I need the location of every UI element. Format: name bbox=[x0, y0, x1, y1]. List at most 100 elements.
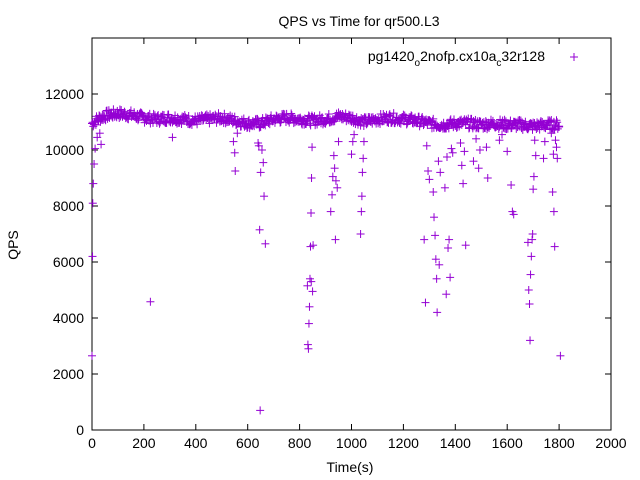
x-tick-label: 200 bbox=[132, 435, 156, 451]
data-point bbox=[260, 192, 269, 201]
data-point bbox=[305, 302, 314, 311]
data-point bbox=[93, 133, 102, 142]
data-point bbox=[229, 137, 238, 146]
data-point bbox=[556, 351, 565, 360]
x-tick-label: 1200 bbox=[388, 435, 419, 451]
data-point bbox=[552, 116, 561, 125]
data-point bbox=[524, 286, 533, 294]
data-point bbox=[472, 134, 481, 143]
data-point bbox=[448, 148, 457, 157]
data-point bbox=[507, 181, 516, 189]
data-point bbox=[383, 117, 392, 126]
x-tick-label: 800 bbox=[288, 435, 312, 451]
data-point bbox=[308, 287, 317, 296]
y-tick-label: 8000 bbox=[53, 198, 84, 214]
data-point bbox=[447, 144, 456, 153]
data-point bbox=[547, 129, 556, 138]
data-point bbox=[436, 168, 445, 177]
x-tick-label: 2000 bbox=[595, 435, 626, 451]
data-point bbox=[429, 114, 438, 123]
data-point bbox=[440, 183, 449, 192]
data-point bbox=[230, 112, 239, 121]
data-point bbox=[528, 235, 537, 244]
data-point bbox=[500, 115, 509, 124]
data-point bbox=[288, 113, 297, 122]
data-point bbox=[425, 175, 434, 184]
data-point bbox=[389, 109, 398, 118]
data-point bbox=[442, 290, 451, 299]
data-point bbox=[504, 120, 513, 129]
data-point bbox=[230, 148, 239, 157]
data-point bbox=[433, 308, 442, 317]
data-point bbox=[523, 125, 532, 134]
data-point bbox=[525, 300, 534, 308]
data-point bbox=[472, 123, 481, 132]
data-point bbox=[330, 164, 339, 173]
y-tick-label: 12000 bbox=[45, 86, 84, 102]
data-point bbox=[432, 274, 441, 283]
data-point bbox=[331, 235, 340, 244]
data-point bbox=[308, 143, 317, 152]
data-point bbox=[91, 144, 100, 153]
data-point bbox=[529, 172, 538, 181]
data-point bbox=[357, 192, 366, 201]
data-point bbox=[374, 119, 383, 128]
data-point bbox=[256, 168, 265, 177]
data-point bbox=[512, 124, 521, 133]
data-point bbox=[356, 230, 365, 238]
data-point bbox=[304, 344, 313, 353]
data-point bbox=[220, 109, 229, 118]
data-point bbox=[535, 125, 544, 134]
data-point bbox=[324, 110, 333, 119]
data-point bbox=[461, 241, 470, 250]
data-point bbox=[530, 136, 539, 145]
data-point bbox=[555, 122, 564, 131]
data-point bbox=[134, 114, 143, 123]
data-point bbox=[126, 106, 135, 115]
legend-label-tail: 32r128 bbox=[501, 48, 545, 64]
legend-marker bbox=[570, 53, 578, 61]
data-point bbox=[88, 199, 97, 208]
data-point bbox=[510, 117, 519, 126]
chart-title: QPS vs Time for qr500.L3 bbox=[278, 13, 439, 29]
data-point bbox=[527, 252, 536, 261]
data-point bbox=[444, 244, 453, 252]
data-point bbox=[307, 277, 316, 286]
y-axis-label: QPS bbox=[5, 230, 21, 260]
x-tick-label: 400 bbox=[184, 435, 208, 451]
data-point bbox=[320, 119, 329, 128]
data-point bbox=[503, 147, 512, 156]
data-point bbox=[97, 140, 106, 149]
data-point bbox=[358, 168, 367, 177]
data-point bbox=[261, 239, 270, 248]
data-point bbox=[321, 119, 330, 128]
data-point bbox=[302, 117, 311, 126]
data-point bbox=[430, 213, 439, 222]
data-point bbox=[303, 281, 312, 290]
data-point bbox=[431, 231, 440, 240]
data-point bbox=[385, 110, 394, 119]
data-point bbox=[95, 129, 104, 138]
x-tick-label: 0 bbox=[88, 435, 96, 451]
data-point bbox=[379, 117, 388, 126]
data-point bbox=[328, 172, 337, 181]
data-point bbox=[137, 108, 146, 117]
data-point bbox=[90, 160, 99, 168]
data-point bbox=[193, 120, 202, 129]
data-point bbox=[503, 124, 512, 133]
data-point bbox=[459, 179, 468, 188]
data-point bbox=[506, 116, 515, 125]
data-point bbox=[89, 179, 98, 188]
data-point bbox=[528, 230, 537, 238]
data-point bbox=[526, 270, 535, 279]
data-point bbox=[307, 174, 316, 182]
data-point bbox=[341, 109, 350, 118]
data-point bbox=[259, 120, 268, 129]
data-point bbox=[304, 319, 313, 328]
data-point bbox=[231, 167, 240, 175]
data-point bbox=[422, 141, 431, 150]
data-point bbox=[328, 190, 337, 199]
y-tick-label: 0 bbox=[76, 422, 84, 438]
x-tick-label: 600 bbox=[236, 435, 260, 451]
data-point bbox=[212, 118, 221, 127]
